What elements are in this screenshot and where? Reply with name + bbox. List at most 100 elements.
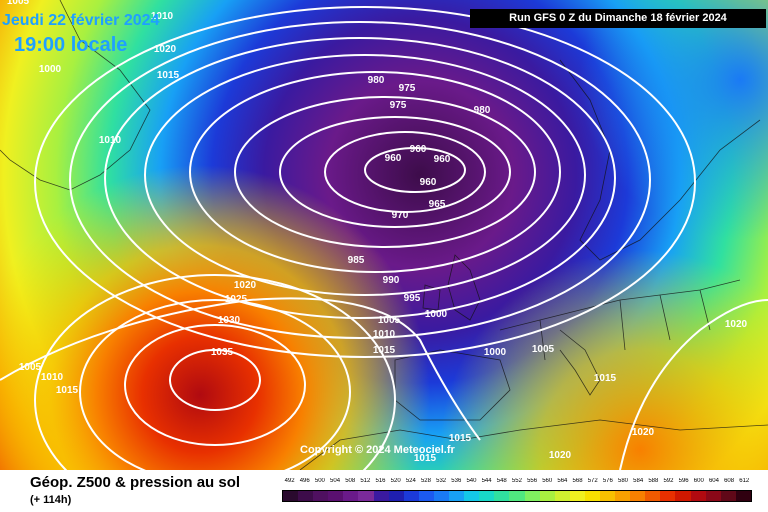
isobar-980 xyxy=(189,71,561,273)
pressure-label: 985 xyxy=(348,255,365,266)
legend-value: 524 xyxy=(405,478,416,484)
legend-value: 608 xyxy=(724,478,735,484)
legend-swatch xyxy=(449,491,465,501)
legend-swatch xyxy=(464,491,480,501)
isobar-1015-south xyxy=(0,297,481,441)
legend-value: 508 xyxy=(345,478,356,484)
pressure-label: 1030 xyxy=(218,315,241,326)
isobar-975 xyxy=(234,96,536,248)
legend-value: 604 xyxy=(708,478,719,484)
isobar-1020 xyxy=(34,274,396,470)
pressure-label: 1010 xyxy=(373,329,396,340)
pressure-label: 1015 xyxy=(414,453,437,464)
pressure-label: 1015 xyxy=(449,433,472,444)
pressure-label: 1005 xyxy=(532,344,555,355)
pressure-label: 1020 xyxy=(725,319,748,330)
isobars xyxy=(0,6,768,470)
legend-value: 576 xyxy=(602,478,613,484)
legend-swatch xyxy=(690,491,706,501)
legend-value: 544 xyxy=(481,478,492,484)
legend-swatch xyxy=(358,491,374,501)
map-footer: Géop. Z500 & pression au sol (+ 114h) 49… xyxy=(0,470,768,512)
pressure-label: 965 xyxy=(429,199,446,210)
legend-value: 548 xyxy=(496,478,507,484)
pressure-label: 980 xyxy=(474,105,491,116)
legend-value: 580 xyxy=(618,478,629,484)
legend-swatch xyxy=(720,491,736,501)
northeast-field xyxy=(0,0,768,470)
legend-value: 568 xyxy=(572,478,583,484)
legend-swatch xyxy=(675,491,691,501)
legend-value: 596 xyxy=(678,478,689,484)
legend-swatch xyxy=(494,491,510,501)
pressure-label: 970 xyxy=(392,210,409,221)
valid-time: 19:00 locale xyxy=(14,34,128,56)
legend-value: 540 xyxy=(466,478,477,484)
legend-swatch xyxy=(615,491,631,501)
legend-swatch xyxy=(584,491,600,501)
pressure-label: 1010 xyxy=(99,135,122,146)
legend-value: 536 xyxy=(451,478,462,484)
legend-value: 612 xyxy=(739,478,750,484)
pressure-label: 960 xyxy=(434,154,451,165)
legend-value: 560 xyxy=(542,478,553,484)
isobar-1000 xyxy=(34,6,696,358)
pressure-label: 1020 xyxy=(632,427,655,438)
isobar-1035 xyxy=(169,349,261,411)
pressure-label: 1020 xyxy=(154,44,177,55)
legend-swatch xyxy=(509,491,525,501)
pressure-label: 1015 xyxy=(373,345,396,356)
legend-swatch xyxy=(630,491,646,501)
pressure-label: 1000 xyxy=(425,309,448,320)
legend-value: 520 xyxy=(390,478,401,484)
pressure-label: 1025 xyxy=(225,294,248,305)
greenland-coast xyxy=(0,0,151,191)
legend-swatch xyxy=(599,491,616,501)
legend-value: 600 xyxy=(693,478,704,484)
legend-swatch xyxy=(313,491,329,501)
pressure-label: 960 xyxy=(420,177,437,188)
legend-value: 492 xyxy=(284,478,295,484)
isobar-970 xyxy=(279,116,511,228)
pressure-label: 1010 xyxy=(151,11,174,22)
legend-swatch xyxy=(554,491,570,501)
isobar-1030 xyxy=(124,324,306,446)
copyright-notice: Copyright © 2024 Meteociel.fr xyxy=(300,444,455,456)
valid-date: Jeudi 22 février 2024 xyxy=(2,12,160,29)
legend-value: 500 xyxy=(314,478,325,484)
pressure-label: 960 xyxy=(410,144,427,155)
legend-value: 572 xyxy=(587,478,598,484)
pressure-label: 975 xyxy=(399,83,416,94)
legend-swatch xyxy=(479,491,495,501)
pressure-label: 1005 xyxy=(378,315,401,326)
britain-coast xyxy=(447,254,481,321)
pressure-label: 975 xyxy=(390,100,407,111)
legend-swatch xyxy=(645,491,661,501)
legend-value: 592 xyxy=(663,478,674,484)
legend-value: 496 xyxy=(299,478,310,484)
scandinavia-coast xyxy=(559,59,761,261)
legend-swatch xyxy=(343,491,359,501)
legend-swatch xyxy=(283,491,299,501)
pressure-label: 1015 xyxy=(594,373,617,384)
legend-value: 528 xyxy=(420,478,431,484)
pressure-label: 1010 xyxy=(41,372,64,383)
legend-value: 564 xyxy=(557,478,568,484)
legend-value: 512 xyxy=(360,478,371,484)
legend-swatch xyxy=(403,491,419,501)
legend-swatch xyxy=(328,491,344,501)
geopotential-map: 1010 1020 1000 1015 980 975 975 980 1010… xyxy=(0,0,768,470)
legend-value: 556 xyxy=(527,478,538,484)
color-legend: 492 496 500 504 508 512 516 520 524 528 532 536 540 5… xyxy=(282,478,752,502)
legend-swatch xyxy=(735,491,751,501)
pressure-label: 995 xyxy=(404,293,421,304)
isobar-990 xyxy=(104,37,616,319)
pressure-label: 1035 xyxy=(211,347,234,358)
isobar-985 xyxy=(144,54,586,296)
legend-swatch xyxy=(569,491,585,501)
legend-swatch xyxy=(418,491,434,501)
legend-value: 532 xyxy=(436,478,447,484)
legend-value: 584 xyxy=(633,478,644,484)
legend-swatch xyxy=(524,491,540,501)
